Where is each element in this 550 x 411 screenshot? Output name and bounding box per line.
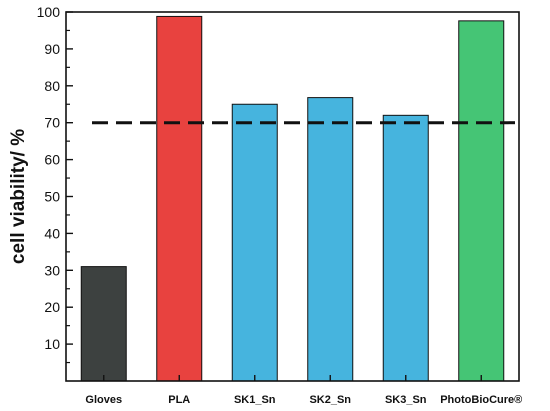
x-axis: Gloves PLA SK1_Sn SK2_Sn SK3_Sn PhotoBioCure® (85, 375, 522, 406)
y-tick-label: 50 (44, 189, 60, 205)
y-tick-label: 10 (44, 336, 60, 352)
y-tick-label: 70 (44, 115, 60, 131)
bar-photobiocure (458, 20, 505, 382)
y-axis-title: cell viability/ % (8, 129, 29, 264)
y-tick-label: 30 (44, 262, 60, 278)
plot-frame (65, 11, 520, 382)
x-tick-label: SK2_Sn (309, 394, 351, 406)
y-tick-label: 60 (44, 152, 60, 168)
y-tick-label: 40 (44, 225, 60, 241)
x-tick-label: PhotoBioCure® (440, 394, 522, 406)
y-tick-label: 80 (44, 78, 60, 94)
x-tick-label: PLA (168, 394, 190, 406)
bar-sk1-sn (231, 103, 278, 382)
bars-group (80, 15, 505, 382)
bar-sk2-sn (307, 97, 354, 382)
x-tick-label: SK1_Sn (234, 394, 276, 406)
y-tick-label: 20 (44, 299, 60, 315)
y-tick-label: 100 (37, 4, 61, 20)
bar-sk3-sn (382, 114, 429, 382)
y-tick-label: 90 (44, 41, 60, 57)
bar-gloves (80, 266, 127, 382)
x-tick-label: Gloves (85, 394, 122, 406)
bar-pla (156, 15, 203, 382)
x-tick-label: SK3_Sn (385, 394, 427, 406)
y-axis: 10 20 30 40 50 60 70 80 90 100 (37, 4, 73, 364)
